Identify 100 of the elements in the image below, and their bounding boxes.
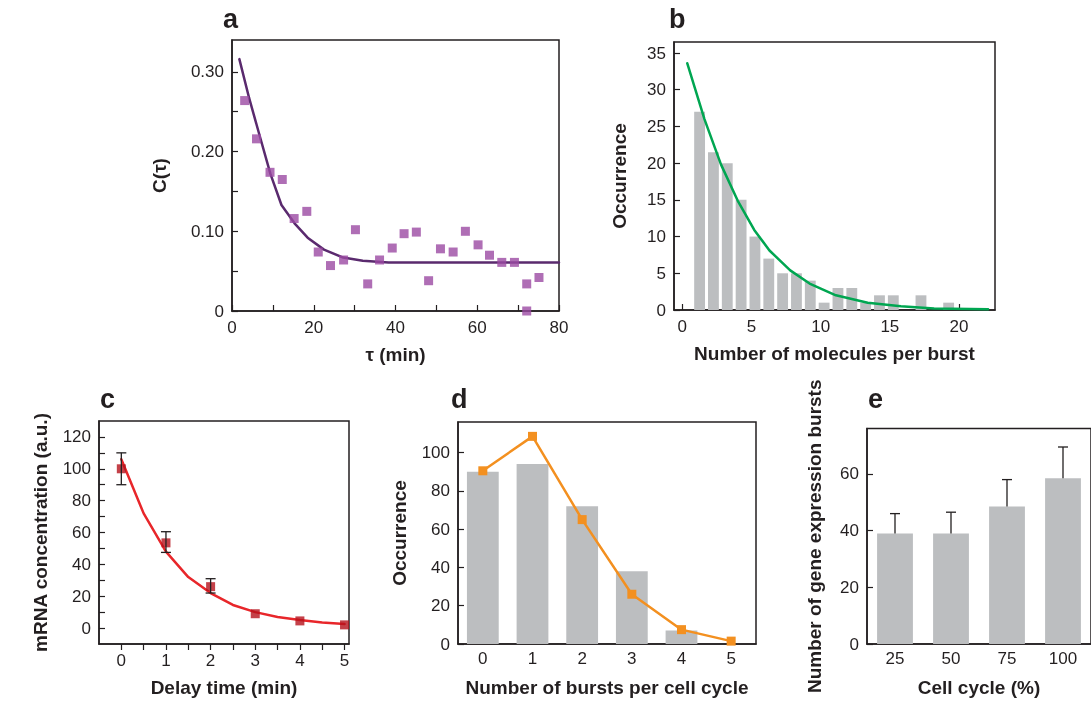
point [326,261,336,271]
point [265,167,275,177]
chart-title: a [223,3,239,34]
point [313,247,323,257]
point [478,466,488,476]
point [250,609,260,619]
y-tick-label: 20 [431,596,450,616]
y-tick-label: 80 [431,481,450,501]
point [295,616,305,626]
y-tick-label: 40 [431,557,450,577]
x-tick-label: 25 [885,649,905,668]
x-tick-label: 5 [726,649,736,668]
y-tick-label: 0.20 [190,142,224,162]
y-tick-label: 20 [647,153,666,173]
point [577,515,587,525]
y-axis-title: Occurrence [608,123,630,229]
y-tick-label: 35 [647,43,666,63]
point [240,96,250,106]
bar [466,471,499,644]
point [277,174,287,184]
point [339,255,349,265]
x-tick-label: 0 [116,651,127,670]
y-tick-label: 0 [81,618,91,638]
point [460,226,470,236]
bar [989,506,1025,644]
line-series [686,62,990,311]
x-tick-label: 60 [467,318,487,337]
x-tick-label: 0 [227,318,237,337]
x-tick-label: 2 [205,651,216,670]
y-tick-label: 100 [62,459,91,479]
x-tick-label: 5 [746,317,757,336]
point [289,214,299,224]
y-axis-title: Occurrence [388,480,410,586]
point [363,279,373,289]
y-tick-label: 25 [647,116,666,136]
x-axis-title: τ (min) [365,343,426,365]
y-tick-label: 20 [72,586,91,606]
point [509,257,519,267]
x-tick-label: 1 [527,649,538,668]
x-tick-label: 0 [677,317,688,336]
point [252,134,262,144]
y-tick-label: 20 [840,577,859,597]
x-tick-label: 75 [997,649,1017,668]
point [497,257,507,267]
y-axis-title: C(τ) [148,158,170,193]
bar [566,506,599,644]
x-tick-label: 40 [386,318,405,337]
y-tick-label: 15 [647,190,666,210]
bar [877,533,913,644]
y-tick-label: 10 [647,227,666,247]
y-tick-label: 0 [214,301,224,321]
x-tick-label: 2 [577,649,587,668]
point [411,227,421,237]
point [302,206,312,216]
x-axis-title: Cell cycle (%) [917,676,1041,698]
x-axis-title: Number of molecules per burst [694,342,976,364]
point [399,229,409,239]
y-tick-label: 30 [647,80,666,100]
point [677,625,686,635]
bar [1045,478,1081,644]
x-axis-title: Number of bursts per cell cycle [465,676,749,698]
x-tick-label: 10 [811,317,831,336]
y-tick-label: 60 [840,464,859,484]
y-axis-title: mRNA concentration (a.u.) [29,413,51,652]
y-tick-label: 0.30 [190,62,224,82]
point [424,276,434,286]
bar [516,464,549,644]
x-tick-label: 20 [304,318,324,337]
x-tick-label: 100 [1048,649,1078,668]
x-tick-label: 3 [627,649,637,668]
y-tick-label: 40 [72,554,91,574]
x-tick-label: 3 [250,651,260,670]
x-tick-label: 4 [295,651,305,670]
point [387,243,397,253]
point [522,306,532,316]
x-tick-label: 5 [339,651,350,670]
point [435,244,445,254]
x-tick-label: 1 [161,651,171,670]
point [534,273,544,283]
bar [615,571,648,644]
y-tick-label: 5 [656,263,666,283]
chart-title: e [868,383,884,414]
point [375,255,385,265]
x-tick-label: 20 [949,317,969,336]
x-tick-label: 0 [478,649,488,668]
point [528,431,537,441]
point [350,225,360,235]
point [726,636,736,646]
y-tick-label: 60 [431,519,450,539]
chart-title: b [669,3,686,34]
y-tick-label: 80 [72,491,91,511]
x-tick-label: 50 [941,649,961,668]
point [448,247,458,257]
chart-title: d [451,383,468,414]
x-axis-title: Delay time (min) [150,676,298,698]
y-tick-label: 0 [440,634,450,654]
chart-title: c [100,383,116,414]
point [340,620,350,630]
y-tick-label: 40 [840,521,859,541]
y-tick-label: 0 [849,634,859,654]
